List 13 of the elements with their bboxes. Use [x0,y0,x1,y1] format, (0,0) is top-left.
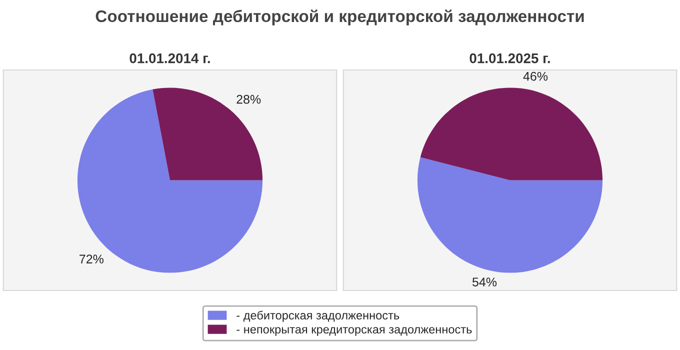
data-label: 28% [236,94,261,104]
pie-slice [420,88,603,180]
data-label: 54% [472,278,497,286]
legend-label: - дебиторская задолженность [236,310,400,322]
chart-subtitle: 01.01.2014 г. [130,53,210,64]
chart-title: Соотношение дебиторской и кредиторской задолженности [96,10,584,26]
pie-slice [77,89,263,273]
pie-slice [152,88,263,180]
pie-slice [417,157,603,273]
chart-subtitle: 01.01.2025 г. [470,53,550,64]
data-label: 72% [80,254,104,264]
legend-label: - непокрытая кредиторская задолженность [236,327,472,336]
data-label: 46% [523,72,548,81]
